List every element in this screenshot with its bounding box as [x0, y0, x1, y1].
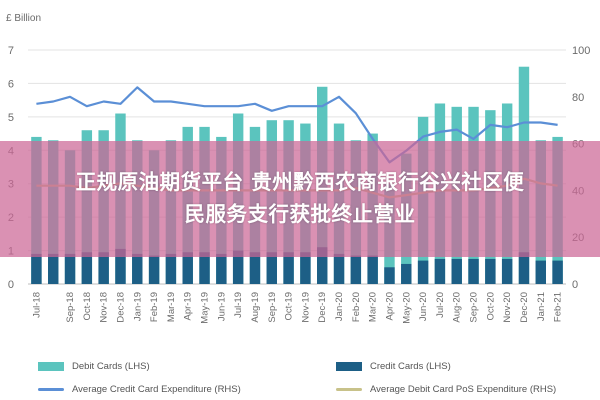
legend-item-debit: Debit Cards (LHS)	[38, 358, 336, 375]
legend-swatch-debit	[38, 362, 64, 371]
x-tick-label: Jan-21	[536, 292, 547, 321]
legend-label-credit: Credit Cards (LHS)	[370, 361, 451, 372]
credit-bar	[451, 258, 462, 284]
legend-label-avg-credit: Average Credit Card Expenditure (RHS)	[72, 384, 241, 395]
credit-bar	[266, 252, 277, 284]
left-tick-label: 5	[8, 112, 14, 124]
credit-bar	[48, 253, 59, 284]
left-tick-label: 7	[8, 45, 14, 57]
x-axis-ticks: Jul-18 Sep-18 Oct-18 Nov-18 Dec-18 Jan-19 Feb-…	[31, 292, 563, 324]
overlay-banner: 正规原油期货平台 贵州黔西农商银行谷兴社区便 民服务支行获批终止营业	[0, 141, 600, 257]
x-tick-label: Nov-18	[99, 292, 110, 323]
credit-bar	[552, 260, 563, 284]
x-tick-label: Jan-19	[132, 292, 143, 321]
credit-bar	[199, 252, 210, 284]
credit-bar	[148, 255, 160, 284]
credit-bar	[434, 258, 446, 284]
x-tick-label: Aug-20	[452, 292, 463, 323]
x-tick-label: Feb-19	[149, 292, 160, 322]
x-tick-label: Oct-19	[284, 292, 295, 321]
right-tick-label: 80	[572, 92, 584, 104]
x-tick-label: Apr-19	[183, 292, 194, 321]
legend-swatch-credit	[336, 362, 362, 371]
x-tick-label: Aug-19	[250, 292, 261, 323]
x-tick-label: Nov-19	[300, 292, 311, 323]
legend-swatch-avg-credit	[38, 388, 64, 391]
credit-bar	[317, 247, 328, 284]
x-tick-label: Sep-19	[267, 292, 278, 323]
legend-label-debit: Debit Cards (LHS)	[72, 361, 150, 372]
left-axis-unit-label: £ Billion	[6, 13, 41, 24]
x-tick-label: Feb-21	[553, 292, 564, 322]
x-tick-label: Oct-18	[82, 292, 93, 321]
legend-swatch-avg-debit-pos	[336, 388, 362, 391]
credit-bar	[31, 253, 42, 284]
x-tick-label: May-19	[200, 292, 211, 324]
credit-bar	[182, 252, 193, 284]
credit-bar	[249, 252, 261, 284]
legend-item-credit: Credit Cards (LHS)	[336, 358, 598, 375]
credit-bar	[283, 252, 294, 284]
x-tick-label: Dec-18	[115, 292, 126, 323]
x-tick-label: Jul-19	[233, 292, 244, 318]
credit-bar	[518, 252, 530, 284]
right-tick-label: 100	[572, 45, 590, 57]
credit-bar	[417, 260, 429, 284]
x-tick-label: May-20	[401, 292, 412, 324]
legend-item-avg-debit-pos: Average Debit Card PoS Expenditure (RHS)	[336, 381, 598, 398]
right-tick-label: 0	[572, 279, 578, 291]
x-tick-label: Mar-19	[166, 292, 177, 322]
x-tick-label: Oct-20	[485, 292, 496, 321]
credit-bar	[501, 258, 513, 284]
avg-credit-line	[36, 86, 558, 164]
legend-item-avg-credit: Average Credit Card Expenditure (RHS)	[38, 381, 336, 398]
x-tick-label: Jun-19	[216, 292, 227, 321]
left-tick-label: 6	[8, 78, 14, 90]
credit-bar	[81, 252, 93, 284]
chart-legend: Debit Cards (LHS) Credit Cards (LHS) Ave…	[38, 358, 598, 398]
x-tick-label: Feb-20	[351, 292, 362, 322]
overlay-line-2: 民服务支行获批终止营业	[184, 202, 416, 226]
legend-label-avg-debit-pos: Average Debit Card PoS Expenditure (RHS)	[370, 384, 557, 395]
credit-bar	[401, 263, 412, 284]
x-tick-label: Nov-20	[502, 292, 513, 323]
x-tick-label: Jan-20	[334, 292, 345, 321]
x-tick-label: Apr-20	[384, 292, 395, 321]
x-tick-label: Jun-20	[418, 292, 429, 321]
credit-bar	[485, 258, 496, 284]
left-tick-label: 0	[8, 279, 14, 291]
credit-bar	[216, 253, 227, 284]
credit-bar	[115, 248, 126, 284]
credit-bar	[333, 253, 345, 284]
credit-bar	[367, 255, 378, 284]
credit-bar	[165, 253, 177, 284]
x-tick-label: Jul-18	[31, 292, 42, 318]
credit-bar	[300, 252, 311, 284]
credit-bar	[98, 252, 109, 284]
credit-bar	[535, 260, 546, 284]
credit-bar	[132, 253, 143, 284]
x-tick-label: Jul-20	[435, 292, 446, 318]
credit-bar	[350, 255, 362, 284]
credit-bar	[64, 253, 76, 284]
credit-bar	[468, 258, 479, 284]
credit-bar	[232, 250, 244, 284]
x-tick-label: Mar-20	[368, 292, 379, 322]
x-tick-label: Dec-19	[317, 292, 328, 323]
x-tick-label: Dec-20	[519, 292, 530, 323]
x-tick-label: Sep-18	[65, 292, 76, 323]
credit-bar	[384, 267, 395, 284]
x-tick-label: Sep-20	[469, 292, 480, 323]
overlay-line-1: 正规原油期货平台 贵州黔西农商银行谷兴社区便	[75, 170, 525, 195]
